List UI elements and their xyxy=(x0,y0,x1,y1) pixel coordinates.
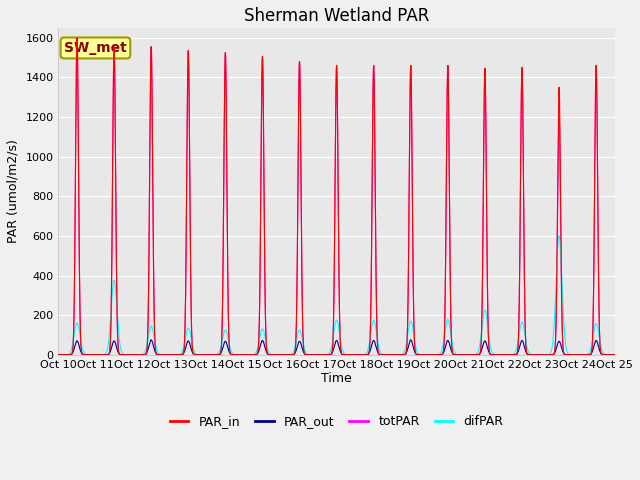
difPAR xyxy=(54,352,62,358)
PAR_out xyxy=(318,352,326,358)
PAR_out xyxy=(147,337,155,343)
difPAR xyxy=(588,343,595,349)
PAR_in xyxy=(73,35,81,41)
difPAR xyxy=(611,352,618,358)
PAR_in xyxy=(580,352,588,358)
PAR_out xyxy=(477,349,484,355)
difPAR xyxy=(461,352,469,358)
Y-axis label: PAR (umol/m2/s): PAR (umol/m2/s) xyxy=(7,139,20,243)
difPAR xyxy=(477,336,484,341)
PAR_in xyxy=(54,352,62,358)
Text: SW_met: SW_met xyxy=(64,41,127,55)
totPAR xyxy=(588,350,595,356)
PAR_out xyxy=(580,352,588,358)
PAR_out xyxy=(611,352,618,358)
totPAR xyxy=(244,352,252,358)
Line: PAR_out: PAR_out xyxy=(58,340,614,355)
PAR_in xyxy=(537,352,545,358)
PAR_in xyxy=(318,352,326,358)
difPAR xyxy=(580,352,588,358)
PAR_out xyxy=(588,350,595,356)
totPAR xyxy=(611,352,618,358)
difPAR xyxy=(556,233,563,239)
PAR_out xyxy=(244,352,252,358)
PAR_out xyxy=(203,352,211,358)
totPAR xyxy=(477,347,484,352)
PAR_in xyxy=(611,352,618,358)
difPAR xyxy=(203,352,211,358)
Title: Sherman Wetland PAR: Sherman Wetland PAR xyxy=(244,7,429,25)
totPAR xyxy=(461,352,469,358)
totPAR xyxy=(580,352,588,358)
totPAR xyxy=(73,35,81,41)
X-axis label: Time: Time xyxy=(321,372,352,385)
Line: totPAR: totPAR xyxy=(58,38,614,355)
Legend: PAR_in, PAR_out, totPAR, difPAR: PAR_in, PAR_out, totPAR, difPAR xyxy=(164,410,508,433)
totPAR xyxy=(537,352,545,358)
PAR_out xyxy=(461,352,469,358)
PAR_in xyxy=(588,350,595,356)
PAR_in xyxy=(461,352,469,358)
difPAR xyxy=(244,352,252,358)
difPAR xyxy=(318,352,326,358)
totPAR xyxy=(54,352,62,358)
PAR_in xyxy=(477,347,484,352)
Line: PAR_in: PAR_in xyxy=(58,38,614,355)
Line: difPAR: difPAR xyxy=(58,236,614,355)
PAR_out xyxy=(54,352,62,358)
totPAR xyxy=(318,352,326,358)
PAR_in xyxy=(244,352,252,358)
